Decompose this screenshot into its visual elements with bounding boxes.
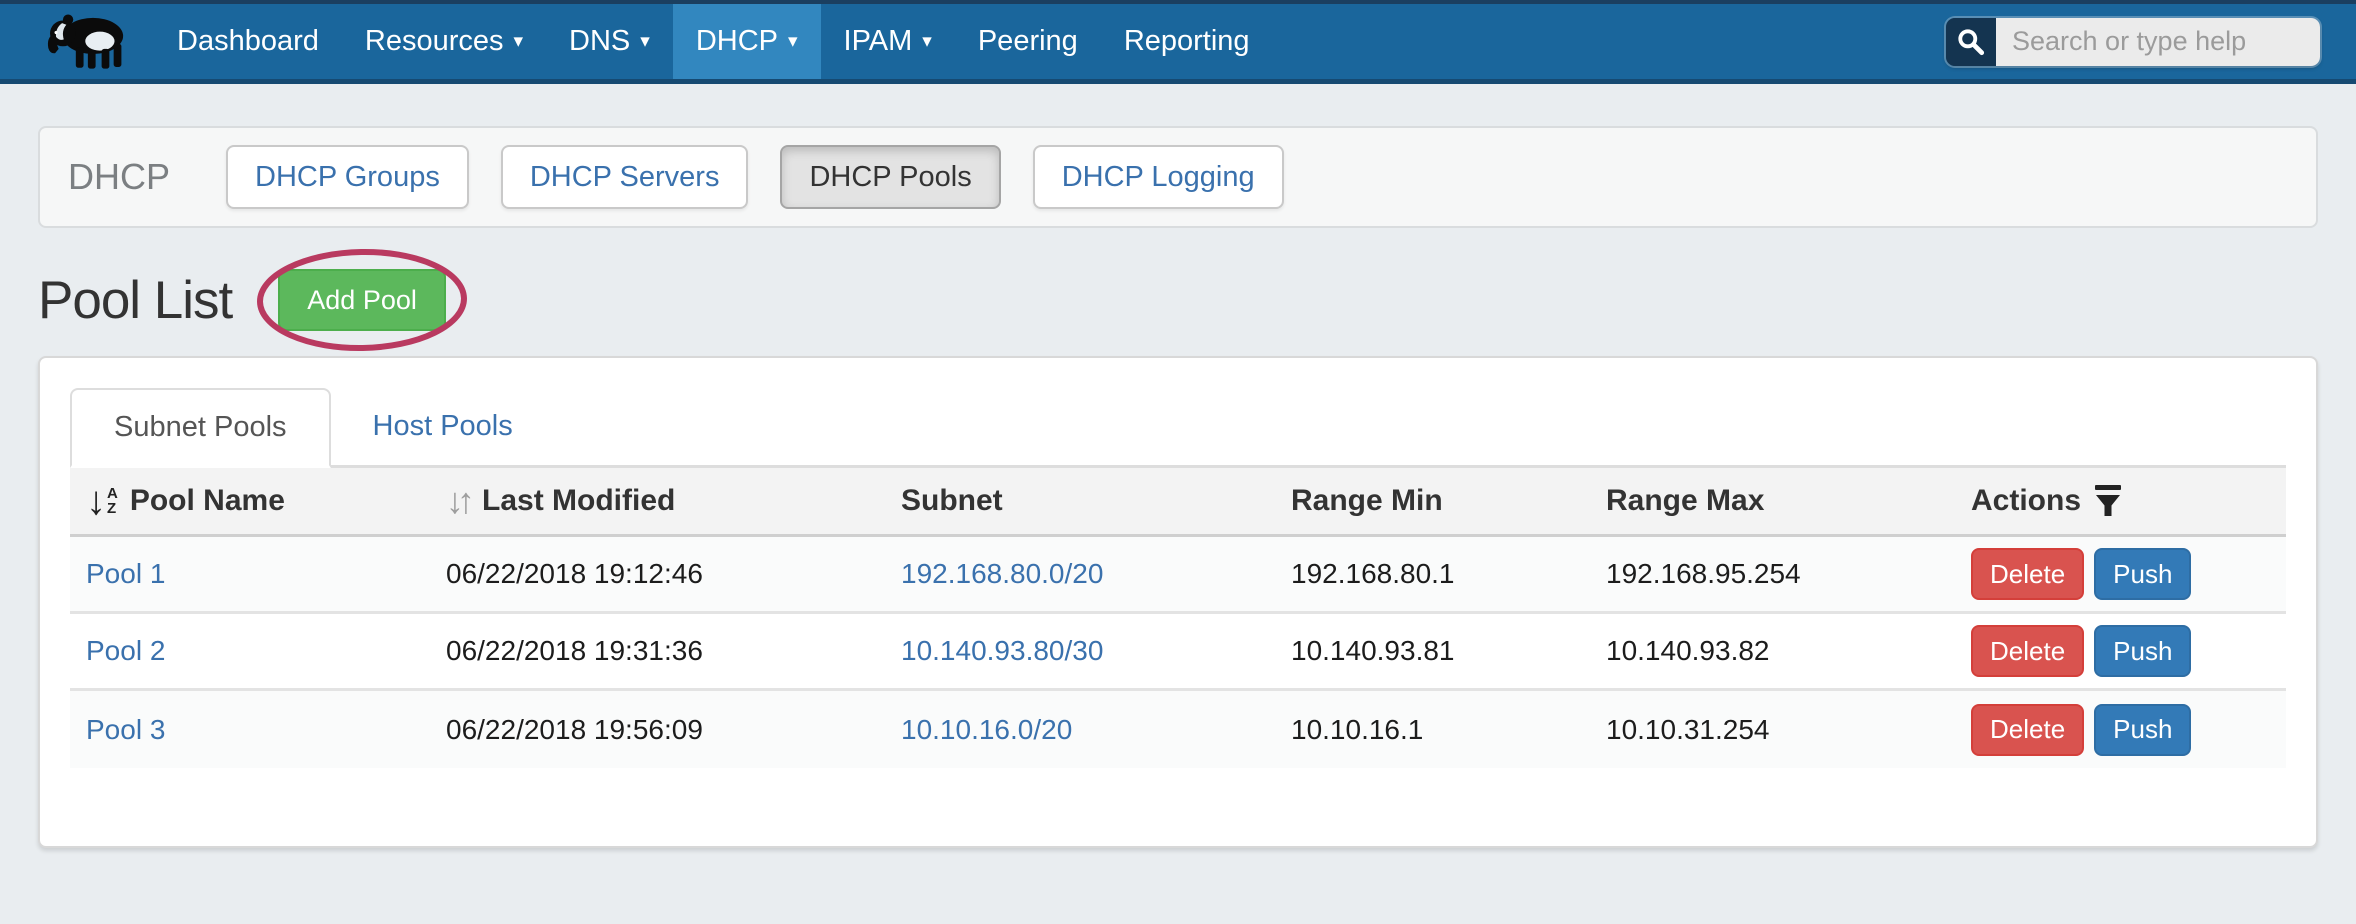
nav-item-peering[interactable]: Peering bbox=[955, 4, 1101, 79]
pool-tabs: Subnet Pools Host Pools bbox=[70, 388, 2286, 468]
delete-button[interactable]: Delete bbox=[1971, 703, 2085, 756]
col-label: Range Max bbox=[1606, 484, 1765, 517]
filter-funnel-icon[interactable] bbox=[2095, 485, 2122, 517]
search-input[interactable] bbox=[1996, 17, 2320, 66]
delete-button[interactable]: Delete bbox=[1971, 625, 2085, 677]
nav-label: IPAM bbox=[843, 25, 913, 57]
col-header-range-min: Range Min bbox=[1275, 484, 1590, 518]
range-min-cell: 192.168.80.1 bbox=[1291, 558, 1455, 589]
chevron-down-icon: ▾ bbox=[513, 31, 524, 52]
tapir-logo-svg bbox=[47, 13, 124, 69]
chevron-down-icon: ▾ bbox=[640, 31, 650, 52]
nav-item-dns[interactable]: DNS ▾ bbox=[546, 4, 673, 79]
subnet-link[interactable]: 10.140.93.80/30 bbox=[901, 635, 1104, 666]
table-row: Pool 1 06/22/2018 19:12:46 192.168.80.0/… bbox=[70, 537, 2286, 614]
magnifier-glyph bbox=[1958, 28, 1985, 55]
dhcp-groups-button[interactable]: DHCP Groups bbox=[226, 145, 469, 209]
add-pool-wrap: Add Pool bbox=[257, 248, 468, 352]
dhcp-section-bar: DHCP DHCP Groups DHCP Servers DHCP Pools… bbox=[38, 126, 2318, 228]
col-header-range-max: Range Max bbox=[1590, 484, 1955, 518]
col-label: Range Min bbox=[1291, 484, 1443, 517]
pool-name-link[interactable]: Pool 3 bbox=[86, 713, 166, 745]
col-label: Actions bbox=[1971, 484, 2082, 517]
subnet-link[interactable]: 10.10.16.0/20 bbox=[901, 713, 1073, 745]
tab-subnet-pools[interactable]: Subnet Pools bbox=[70, 388, 331, 468]
dhcp-logging-button[interactable]: DHCP Logging bbox=[1032, 145, 1284, 209]
dhcp-section-title: DHCP bbox=[68, 156, 171, 197]
sort-icon[interactable]: ↓↑ bbox=[446, 480, 475, 521]
actions-cell: Delete Push bbox=[1955, 703, 2286, 756]
col-label: Last Modified bbox=[482, 484, 676, 517]
range-max-cell: 10.140.93.82 bbox=[1606, 635, 1770, 666]
delete-button[interactable]: Delete bbox=[1971, 548, 2085, 600]
col-header-last-modified[interactable]: ↓↑ Last Modified bbox=[430, 483, 885, 519]
col-header-subnet: Subnet bbox=[885, 484, 1275, 518]
dhcp-pools-button[interactable]: DHCP Pools bbox=[780, 145, 1001, 209]
page-title: Pool List bbox=[38, 270, 233, 330]
col-header-actions: Actions bbox=[1955, 484, 2286, 518]
nav-label: Dashboard bbox=[177, 25, 319, 57]
nav-label: DHCP bbox=[695, 25, 778, 57]
range-min-cell: 10.10.16.1 bbox=[1291, 713, 1424, 745]
pool-name-link[interactable]: Pool 1 bbox=[86, 558, 166, 589]
main-content: DHCP DHCP Groups DHCP Servers DHCP Pools… bbox=[0, 126, 2356, 848]
search-group bbox=[1946, 17, 2320, 66]
table-row: Pool 2 06/22/2018 19:31:36 10.140.93.80/… bbox=[70, 614, 2286, 691]
add-pool-button[interactable]: Add Pool bbox=[278, 269, 446, 331]
main-nav: Dashboard Resources ▾ DNS ▾ DHCP ▾ IPAM … bbox=[154, 4, 1273, 79]
push-button[interactable]: Push bbox=[2094, 548, 2192, 600]
range-max-cell: 192.168.95.254 bbox=[1606, 558, 1801, 589]
tab-label: Host Pools bbox=[372, 410, 513, 442]
nav-label: Resources bbox=[364, 25, 504, 57]
actions-cell: Delete Push bbox=[1955, 625, 2286, 677]
chevron-down-icon: ▾ bbox=[922, 31, 932, 52]
pool-list-header: Pool List Add Pool bbox=[38, 248, 2318, 352]
pool-name-link[interactable]: Pool 2 bbox=[86, 635, 166, 666]
last-modified-cell: 06/22/2018 19:31:36 bbox=[446, 635, 703, 666]
last-modified-cell: 06/22/2018 19:56:09 bbox=[446, 713, 703, 745]
nav-item-ipam[interactable]: IPAM ▾ bbox=[821, 4, 955, 79]
top-navbar: Dashboard Resources ▾ DNS ▾ DHCP ▾ IPAM … bbox=[0, 0, 2356, 84]
chevron-down-icon: ▾ bbox=[788, 31, 798, 52]
tab-host-pools[interactable]: Host Pools bbox=[331, 388, 555, 465]
dhcp-servers-button[interactable]: DHCP Servers bbox=[500, 145, 749, 209]
nav-label: Reporting bbox=[1123, 25, 1250, 57]
nav-item-resources[interactable]: Resources ▾ bbox=[342, 4, 546, 79]
nav-item-dhcp[interactable]: DHCP ▾ bbox=[672, 4, 821, 79]
nav-label: Peering bbox=[977, 25, 1078, 57]
range-min-cell: 10.140.93.81 bbox=[1291, 635, 1455, 666]
actions-cell: Delete Push bbox=[1955, 548, 2286, 600]
table-row: Pool 3 06/22/2018 19:56:09 10.10.16.0/20… bbox=[70, 691, 2286, 768]
nav-label: DNS bbox=[569, 25, 631, 57]
search-icon[interactable] bbox=[1946, 17, 1996, 66]
last-modified-cell: 06/22/2018 19:12:46 bbox=[446, 558, 703, 589]
tab-label: Subnet Pools bbox=[114, 411, 287, 443]
push-button[interactable]: Push bbox=[2094, 703, 2192, 756]
range-max-cell: 10.10.31.254 bbox=[1606, 713, 1770, 745]
nav-item-dashboard[interactable]: Dashboard bbox=[154, 4, 342, 79]
col-label: Pool Name bbox=[129, 484, 285, 517]
tapir-logo-icon[interactable] bbox=[44, 4, 130, 79]
subnet-link[interactable]: 192.168.80.0/20 bbox=[901, 558, 1104, 589]
col-label: Subnet bbox=[901, 484, 1003, 517]
push-button[interactable]: Push bbox=[2094, 625, 2192, 677]
nav-item-reporting[interactable]: Reporting bbox=[1101, 4, 1273, 79]
